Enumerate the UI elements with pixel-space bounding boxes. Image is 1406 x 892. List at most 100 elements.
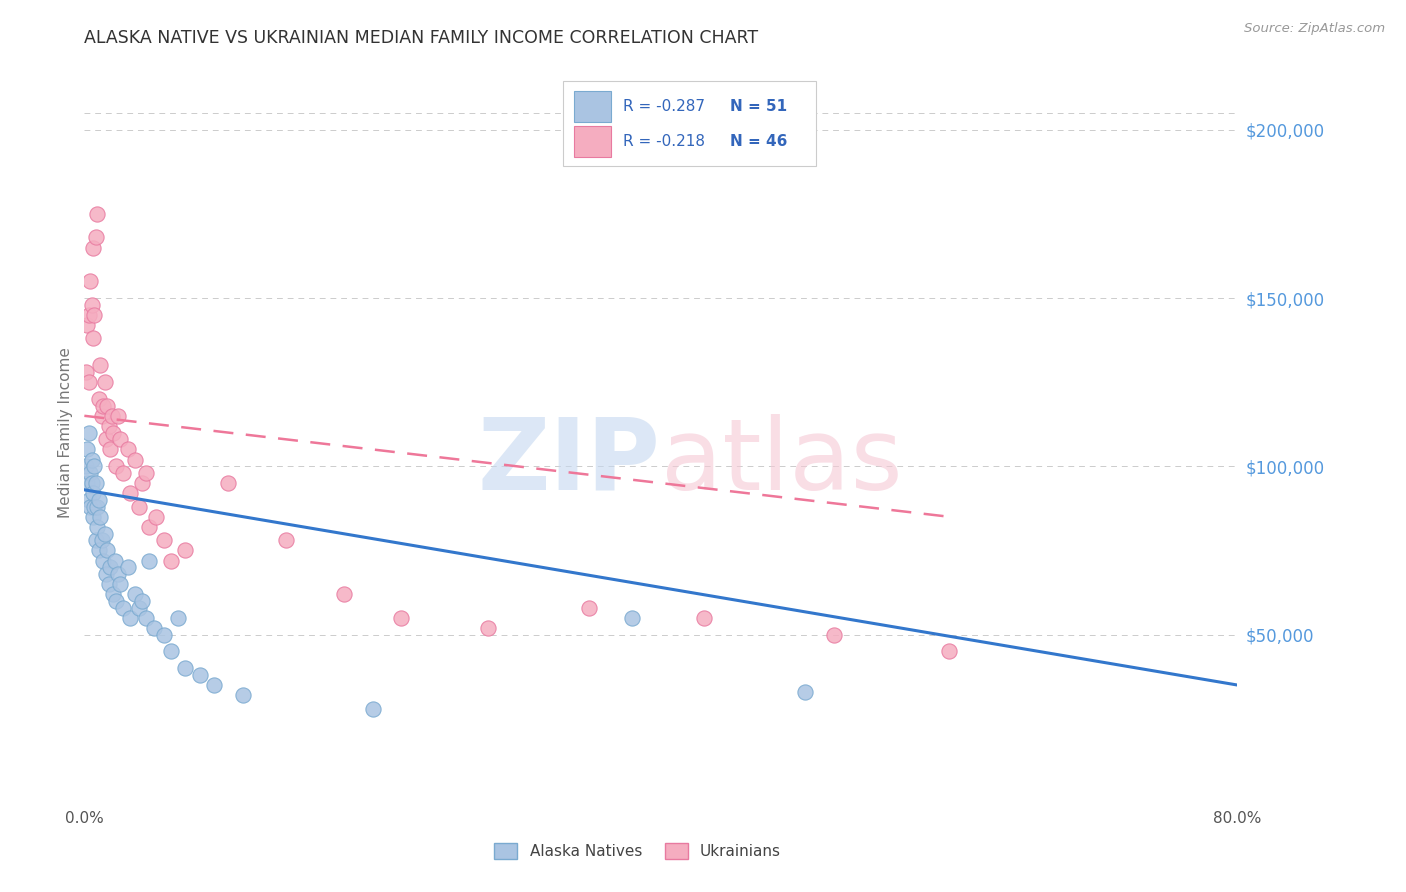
- Point: [77, 375, 100, 389]
- Point: [82, 240, 104, 255]
- Point: [104, 553, 127, 567]
- Point: [131, 476, 153, 491]
- Point: [98, 560, 121, 574]
- Point: [83, 500, 105, 514]
- Point: [80, 298, 103, 312]
- Point: [128, 600, 150, 615]
- FancyBboxPatch shape: [562, 81, 817, 166]
- Text: N = 51: N = 51: [730, 99, 787, 114]
- Point: [94, 566, 117, 581]
- Point: [103, 425, 124, 440]
- Point: [167, 610, 190, 624]
- FancyBboxPatch shape: [575, 126, 612, 157]
- Point: [578, 600, 600, 615]
- Point: [93, 526, 115, 541]
- Point: [202, 678, 225, 692]
- Point: [103, 587, 124, 601]
- Point: [76, 476, 98, 491]
- Point: [107, 409, 129, 423]
- Point: [82, 331, 104, 345]
- Point: [79, 500, 101, 514]
- Text: Source: ZipAtlas.com: Source: ZipAtlas.com: [1244, 22, 1385, 36]
- Text: R = -0.287: R = -0.287: [623, 99, 704, 114]
- FancyBboxPatch shape: [575, 91, 612, 122]
- Point: [120, 486, 142, 500]
- Y-axis label: Median Family Income: Median Family Income: [58, 347, 73, 518]
- Point: [138, 553, 160, 567]
- Point: [83, 308, 105, 322]
- Point: [94, 433, 117, 447]
- Point: [76, 318, 98, 332]
- Point: [82, 509, 104, 524]
- Point: [79, 274, 101, 288]
- Point: [142, 621, 165, 635]
- Point: [160, 553, 183, 567]
- Point: [86, 500, 108, 514]
- Point: [90, 409, 112, 423]
- Point: [110, 577, 132, 591]
- Point: [84, 533, 107, 548]
- Point: [100, 409, 122, 423]
- Text: ALASKA NATIVE VS UKRAINIAN MEDIAN FAMILY INCOME CORRELATION CHART: ALASKA NATIVE VS UKRAINIAN MEDIAN FAMILY…: [84, 29, 758, 47]
- Point: [96, 543, 118, 558]
- Point: [174, 661, 197, 675]
- Point: [75, 365, 97, 379]
- Point: [188, 668, 211, 682]
- Point: [112, 600, 135, 615]
- Point: [86, 207, 108, 221]
- Point: [107, 566, 129, 581]
- Point: [98, 442, 121, 457]
- Point: [79, 466, 101, 480]
- Point: [131, 594, 153, 608]
- Point: [152, 627, 174, 641]
- Point: [83, 459, 105, 474]
- Point: [621, 610, 644, 624]
- Point: [124, 452, 146, 467]
- Point: [91, 399, 114, 413]
- Point: [87, 392, 110, 406]
- Point: [218, 476, 240, 491]
- Point: [77, 492, 100, 507]
- Point: [87, 543, 110, 558]
- Point: [124, 587, 146, 601]
- Point: [110, 433, 132, 447]
- Point: [391, 610, 413, 624]
- Text: ZIP: ZIP: [478, 414, 661, 511]
- Text: N = 46: N = 46: [730, 134, 787, 149]
- Point: [938, 644, 960, 658]
- Point: [105, 459, 128, 474]
- Point: [361, 701, 384, 715]
- Point: [93, 375, 115, 389]
- Point: [152, 533, 174, 548]
- Point: [77, 308, 100, 322]
- Legend: Alaska Natives, Ukrainians: Alaska Natives, Ukrainians: [488, 838, 787, 865]
- Point: [80, 452, 103, 467]
- Point: [138, 520, 160, 534]
- Point: [86, 520, 108, 534]
- Point: [105, 594, 128, 608]
- Text: atlas: atlas: [661, 414, 903, 511]
- Point: [120, 610, 142, 624]
- Point: [823, 627, 845, 641]
- Point: [91, 553, 114, 567]
- Point: [97, 418, 120, 433]
- Point: [117, 442, 139, 457]
- Point: [75, 459, 97, 474]
- Point: [135, 466, 157, 480]
- Point: [160, 644, 183, 658]
- Point: [477, 621, 499, 635]
- Point: [84, 476, 107, 491]
- Text: R = -0.218: R = -0.218: [623, 134, 704, 149]
- Point: [80, 476, 103, 491]
- Point: [90, 533, 112, 548]
- Point: [174, 543, 197, 558]
- Point: [97, 577, 120, 591]
- Point: [96, 399, 118, 413]
- Point: [76, 442, 98, 457]
- Point: [333, 587, 356, 601]
- Point: [128, 500, 150, 514]
- Point: [84, 230, 107, 244]
- Point: [89, 509, 111, 524]
- Point: [145, 509, 167, 524]
- Point: [117, 560, 139, 574]
